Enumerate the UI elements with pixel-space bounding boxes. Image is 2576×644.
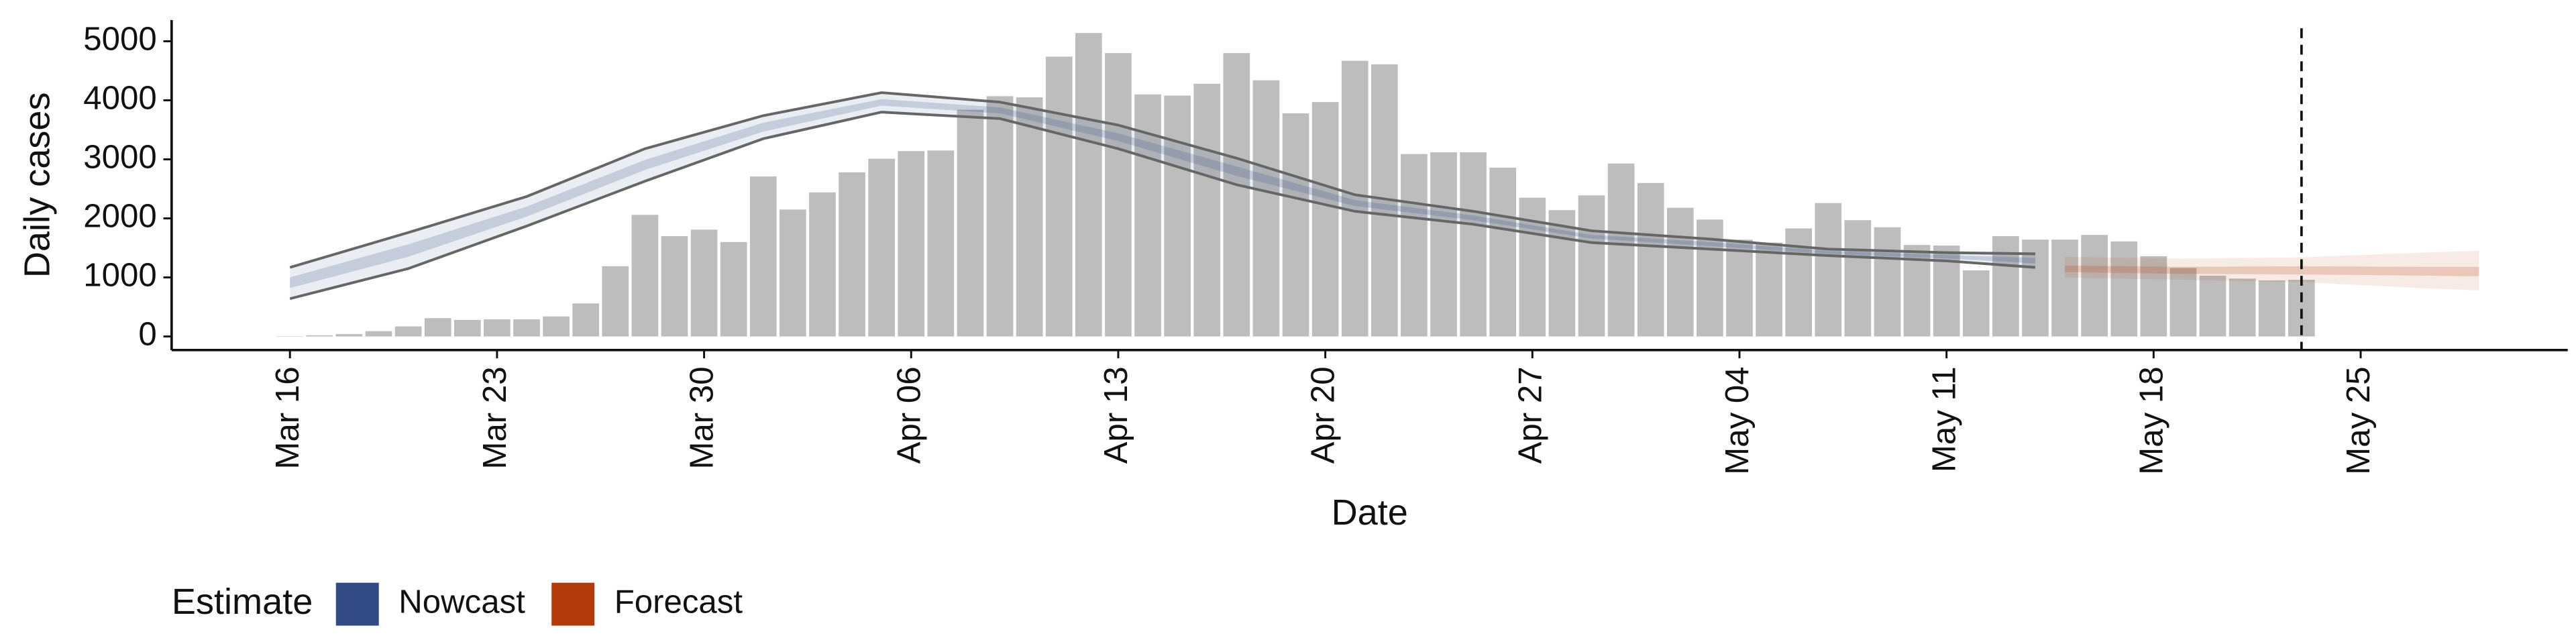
bar	[780, 209, 806, 337]
bar	[1815, 203, 1842, 337]
bar	[1045, 56, 1073, 337]
bar	[602, 266, 629, 337]
bar	[1430, 152, 1457, 337]
bar	[335, 334, 363, 337]
bar	[1489, 167, 1517, 337]
bar	[1548, 210, 1576, 337]
bar	[1105, 53, 1132, 337]
bar	[1164, 95, 1191, 337]
bar	[1341, 60, 1368, 337]
estimate-band	[2065, 250, 2479, 290]
x-tick-label: Mar 30	[684, 366, 720, 469]
bar	[1962, 270, 1990, 337]
bar	[749, 176, 777, 337]
bar	[1666, 207, 1694, 337]
bar	[2169, 268, 2197, 337]
bar	[1401, 154, 1428, 337]
bar	[720, 241, 747, 337]
bar	[631, 215, 659, 337]
y-tick-label: 2000	[83, 198, 156, 235]
x-tick-label: Mar 16	[269, 366, 306, 469]
bar	[1992, 235, 2019, 337]
bar	[424, 318, 451, 337]
estimate-band	[2065, 265, 2479, 276]
bar	[868, 158, 896, 337]
legend-title: Estimate	[172, 582, 313, 622]
x-tick-label: Apr 20	[1305, 366, 1342, 464]
bar	[2140, 256, 2167, 337]
y-tick-label: 3000	[83, 139, 156, 176]
estimate-band	[290, 93, 2035, 299]
x-tick-label: May 18	[2133, 366, 2169, 474]
estimate-outline	[289, 91, 2035, 269]
bar	[1223, 53, 1250, 337]
bar	[1311, 102, 1339, 337]
bar	[365, 331, 392, 337]
bar	[2081, 235, 2108, 337]
bar	[661, 235, 688, 337]
bar	[927, 150, 955, 337]
bar	[306, 335, 333, 337]
bar	[2199, 275, 2226, 337]
bar	[986, 96, 1014, 337]
x-tick-label: Apr 13	[1097, 366, 1134, 464]
bar	[2110, 241, 2138, 337]
bar	[484, 319, 511, 337]
x-tick-label: Apr 06	[890, 366, 927, 464]
bar	[1637, 182, 1664, 337]
bar	[1252, 80, 1280, 337]
bar	[394, 326, 422, 337]
bar	[513, 319, 540, 337]
bar	[2051, 239, 2078, 337]
legend-label: Forecast	[614, 584, 743, 621]
bar	[1075, 33, 1102, 337]
bar	[1016, 97, 1043, 337]
legend-swatch	[335, 582, 379, 626]
bar	[1193, 83, 1221, 337]
bar	[543, 316, 570, 337]
y-tick-label: 4000	[83, 80, 156, 117]
x-tick-label: Apr 27	[1511, 366, 1548, 464]
y-tick-label: 0	[138, 316, 156, 353]
bar	[2258, 280, 2286, 337]
bar	[1756, 242, 1782, 337]
bar	[839, 172, 865, 337]
x-tick-label: Mar 23	[476, 366, 513, 469]
x-tick-label: May 25	[2340, 366, 2377, 474]
bar	[572, 303, 600, 337]
x-tick-label: May 04	[1719, 366, 1756, 474]
bar	[453, 319, 481, 337]
bar	[2022, 239, 2049, 337]
bar	[2229, 278, 2256, 337]
bar	[1578, 195, 1605, 337]
bar	[690, 229, 718, 337]
bar	[1844, 220, 1872, 337]
y-axis-label: Daily cases	[17, 92, 57, 278]
y-tick-label: 5000	[83, 21, 156, 58]
x-axis-label: Date	[1332, 492, 1408, 533]
legend-label: Nowcast	[398, 584, 525, 621]
bar	[1460, 152, 1487, 337]
bar	[1607, 163, 1635, 337]
bar	[809, 192, 836, 337]
legend-swatch	[551, 582, 595, 626]
bar	[957, 109, 984, 337]
bar	[1282, 113, 1309, 337]
bar	[1874, 227, 1901, 337]
x-tick-label: May 11	[1926, 366, 1963, 472]
estimate-outline	[289, 111, 2036, 301]
y-tick-label: 1000	[83, 257, 156, 294]
bar	[1726, 239, 1753, 337]
bar	[898, 151, 925, 337]
